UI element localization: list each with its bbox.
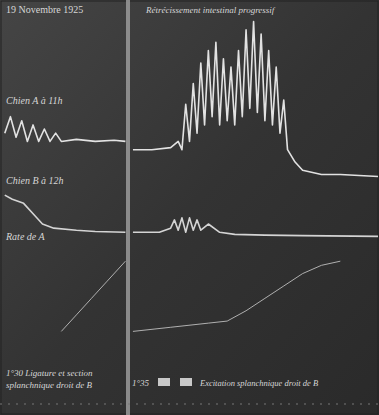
stimulus-mark [158,378,170,386]
chart: Chien A à 11h Chien B à 12h Rate de A 19 No… [0,0,379,415]
annotation: splanchnique droit de B [6,380,92,390]
divider [126,0,130,415]
stimulus-mark [180,378,192,386]
trace [5,195,378,236]
annotation: Excitation splanchnique droit de B [199,378,318,388]
background [0,0,379,415]
stage: Chien A à 11h Chien B à 12h Rate de A 19 No… [0,0,379,415]
traces [5,22,378,332]
subtitle: Rétrécissement intestinal progressif [145,5,276,15]
plot-frame [1,1,378,414]
time-strip [0,404,379,405]
annotation: 1°35 [132,378,150,388]
annotation: 1°30 Ligature et section [6,368,93,378]
trace [61,261,340,331]
title: 19 Novembre 1925 [6,4,83,15]
trace-label: Rate de A [5,231,46,242]
trace [5,22,378,177]
trace-label: Chien B à 12h [6,175,64,186]
trace-label: Chien A à 11h [6,95,62,106]
